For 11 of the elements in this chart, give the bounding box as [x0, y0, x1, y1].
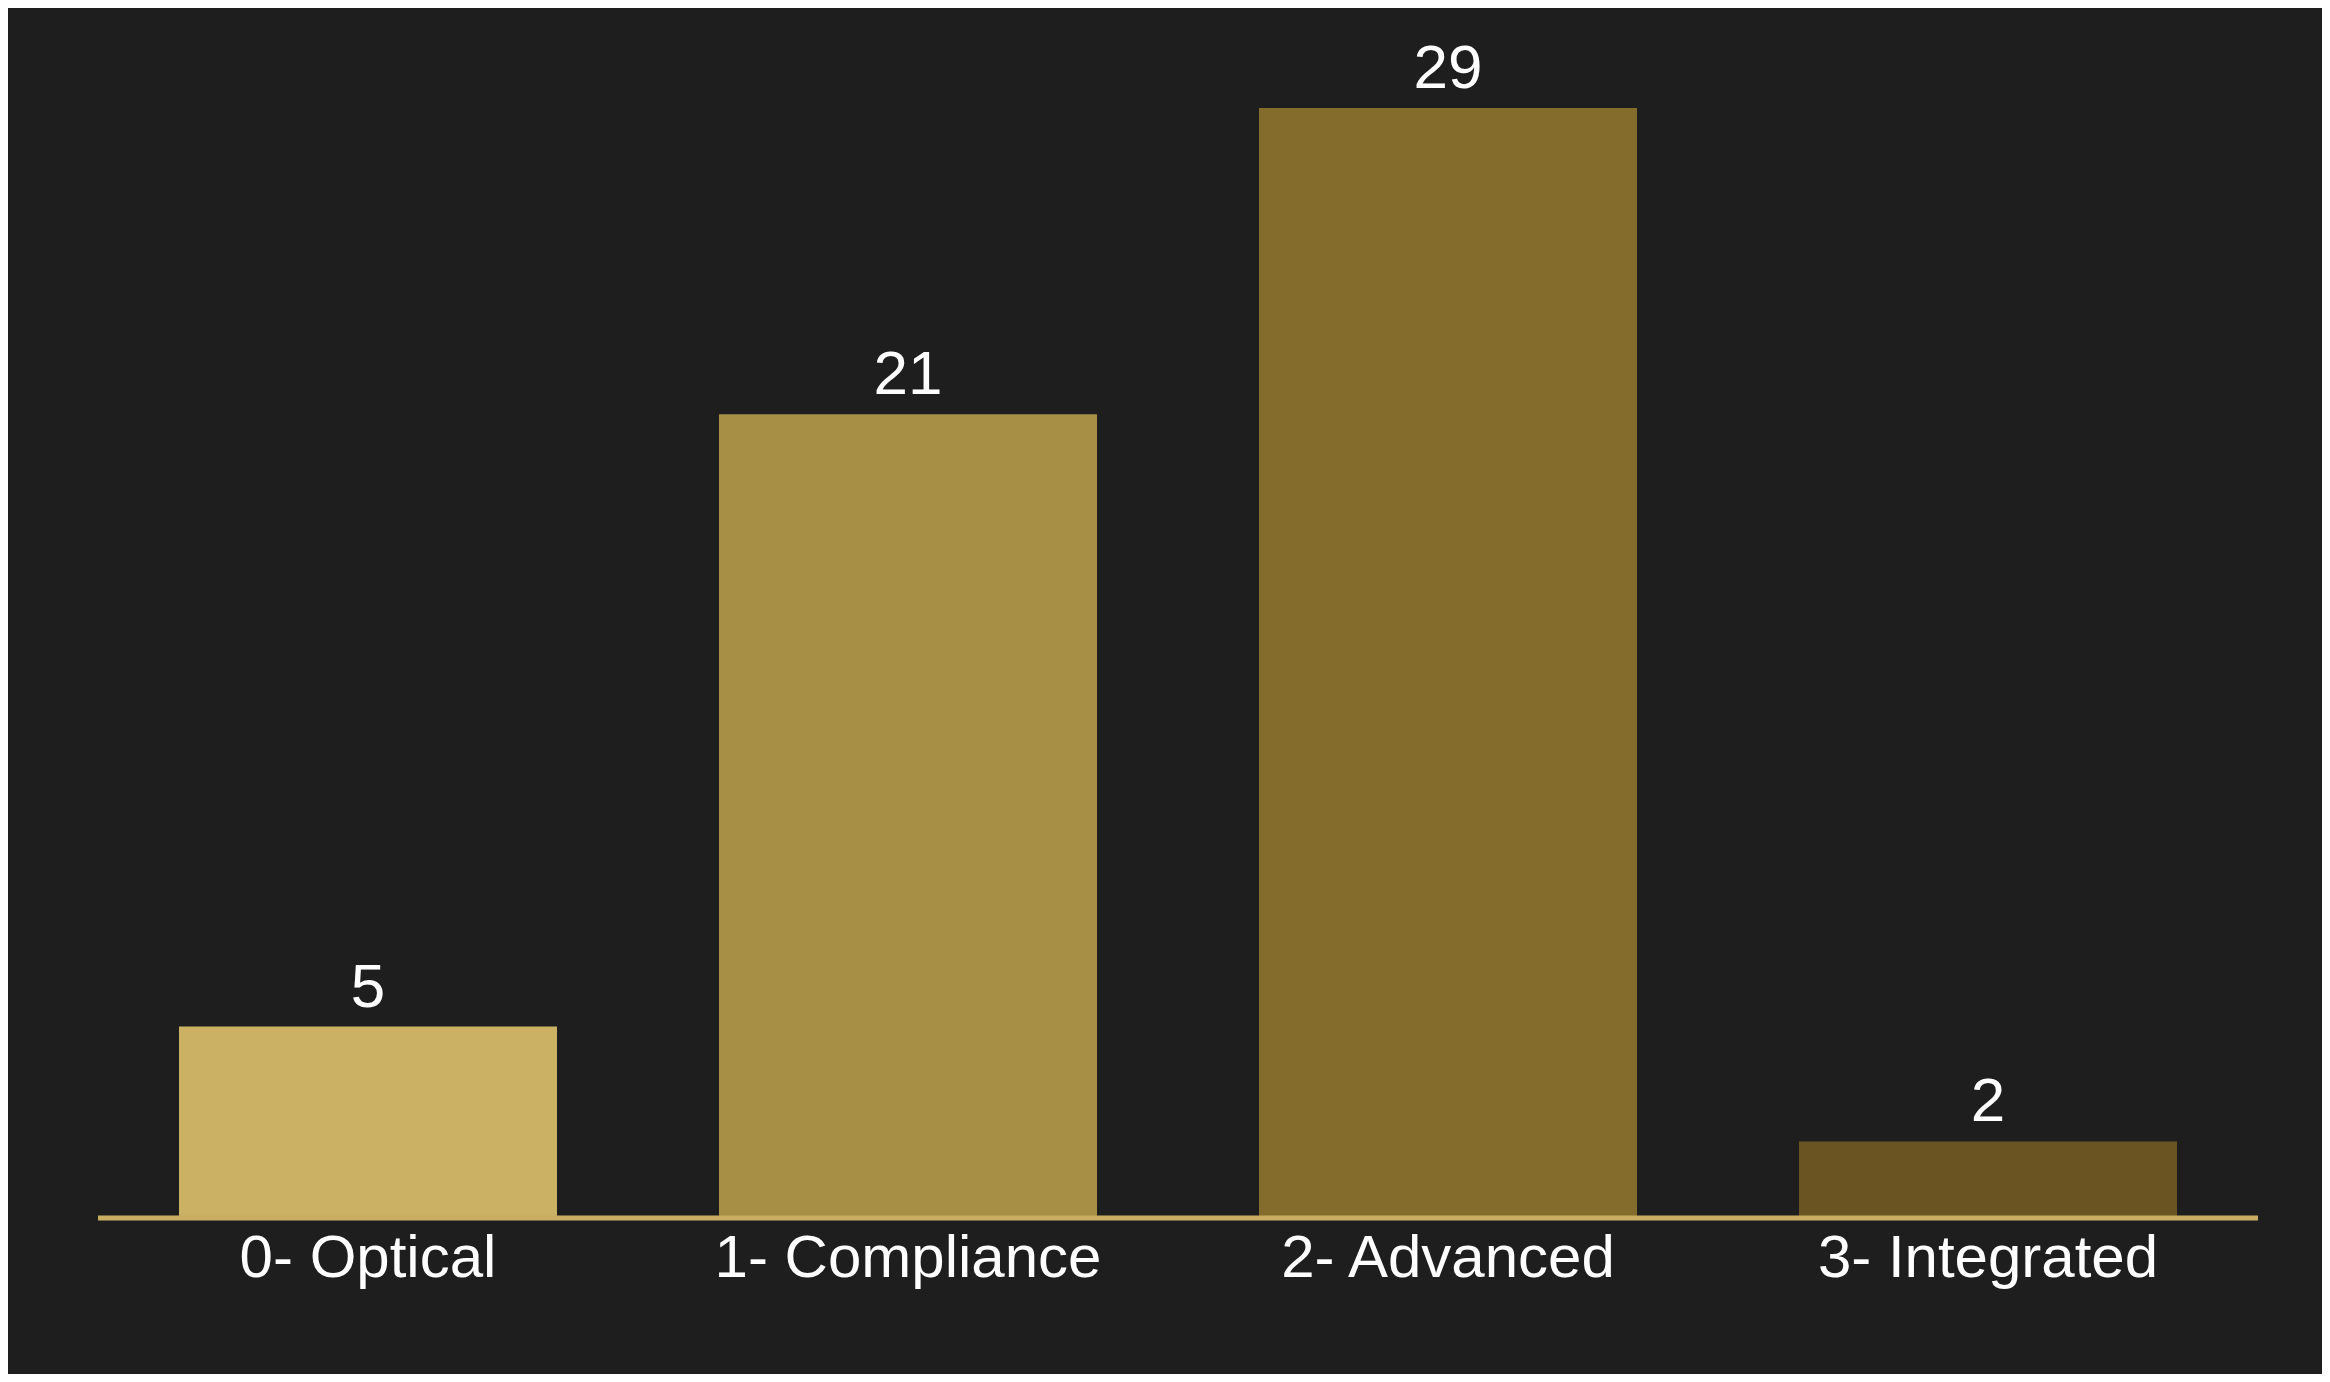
data-label: 2 [1970, 1065, 2006, 1135]
bar [1259, 108, 1637, 1218]
bar [719, 414, 1097, 1218]
x-tick-label: 3- Integrated [1817, 1222, 2159, 1290]
x-tick-label: 1- Compliance [714, 1222, 1102, 1290]
x-tick-label: 2- Advanced [1281, 1222, 1615, 1290]
bar [1799, 1141, 2177, 1218]
data-label: 5 [350, 950, 386, 1020]
data-label: 21 [873, 338, 943, 408]
data-label: 29 [1413, 32, 1483, 101]
x-tick-label: 0- Optical [239, 1222, 497, 1290]
